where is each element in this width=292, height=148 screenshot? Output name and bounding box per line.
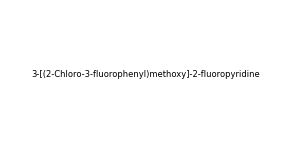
Text: 3-[(2-Chloro-3-fluorophenyl)methoxy]-2-fluoropyridine: 3-[(2-Chloro-3-fluorophenyl)methoxy]-2-f… [32, 70, 260, 78]
